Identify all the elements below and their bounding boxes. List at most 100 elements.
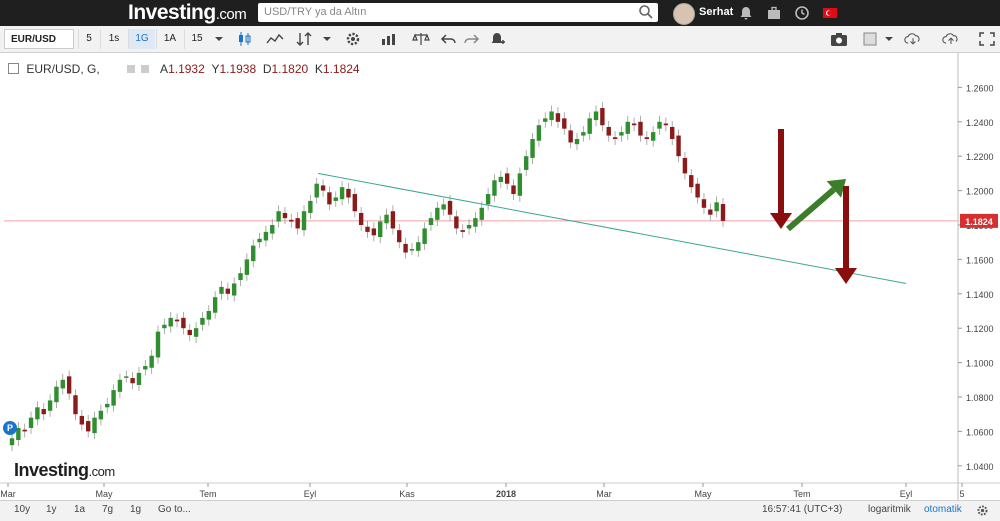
- candle-body[interactable]: [466, 225, 472, 229]
- candle-body[interactable]: [574, 139, 580, 145]
- candle-body[interactable]: [657, 121, 662, 129]
- search-input[interactable]: USD/TRY ya da Altın: [258, 3, 658, 22]
- settings-gear-icon[interactable]: [344, 31, 362, 47]
- candle-body[interactable]: [206, 311, 211, 320]
- candle-body[interactable]: [663, 123, 669, 126]
- candle-body[interactable]: [409, 249, 415, 251]
- candle-body[interactable]: [422, 228, 427, 244]
- range-1g[interactable]: 1g: [130, 504, 142, 515]
- candle-body[interactable]: [479, 207, 484, 220]
- candle-body[interactable]: [231, 283, 237, 296]
- candle-body[interactable]: [562, 118, 567, 129]
- auto-scale-toggle[interactable]: otomatik: [924, 504, 962, 515]
- candle-body[interactable]: [644, 137, 650, 139]
- candle-body[interactable]: [371, 228, 377, 236]
- candle-body[interactable]: [346, 188, 351, 198]
- candle-body[interactable]: [130, 378, 135, 384]
- log-scale-toggle[interactable]: logaritmik: [868, 504, 911, 515]
- candle-body[interactable]: [257, 238, 262, 243]
- candle-body[interactable]: [308, 200, 313, 213]
- green-up-arrow[interactable]: [786, 179, 846, 232]
- candlestick-icon[interactable]: [236, 31, 254, 47]
- candle-body[interactable]: [492, 180, 497, 196]
- candle-body[interactable]: [181, 317, 186, 329]
- candle-body[interactable]: [581, 132, 586, 136]
- candle-body[interactable]: [397, 230, 402, 243]
- candle-body[interactable]: [650, 132, 656, 141]
- candle-body[interactable]: [352, 194, 358, 212]
- camera-icon[interactable]: [830, 31, 848, 47]
- compare-dropdown-icon[interactable]: [318, 31, 336, 47]
- balance-scale-icon[interactable]: [412, 31, 430, 47]
- candle-body[interactable]: [358, 212, 364, 225]
- candle-body[interactable]: [251, 245, 256, 262]
- candle-body[interactable]: [720, 204, 726, 221]
- candle-body[interactable]: [263, 231, 269, 241]
- candle-body[interactable]: [568, 130, 573, 143]
- candle-body[interactable]: [511, 185, 516, 195]
- user-name[interactable]: Serhat: [699, 6, 734, 18]
- cloud-upload-icon[interactable]: [942, 31, 960, 47]
- candle-body[interactable]: [282, 212, 288, 219]
- candle-body[interactable]: [54, 386, 59, 403]
- turkey-flag-icon[interactable]: [822, 5, 838, 21]
- candle-body[interactable]: [689, 175, 694, 188]
- legend-collapse-icon[interactable]: [8, 63, 19, 74]
- candle-body[interactable]: [403, 243, 408, 253]
- candle-body[interactable]: [60, 379, 65, 389]
- candle-body[interactable]: [435, 207, 440, 220]
- candle-body[interactable]: [111, 390, 116, 406]
- candle-body[interactable]: [9, 438, 15, 446]
- interval-1G[interactable]: 1G: [128, 29, 155, 49]
- color-swatch-icon[interactable]: [862, 31, 880, 47]
- candle-body[interactable]: [428, 218, 434, 225]
- candle-body[interactable]: [555, 113, 561, 122]
- candle-body[interactable]: [670, 126, 675, 139]
- candle-body[interactable]: [85, 421, 91, 432]
- candle-body[interactable]: [530, 139, 535, 158]
- candle-body[interactable]: [384, 214, 389, 224]
- candle-body[interactable]: [105, 403, 110, 408]
- candle-body[interactable]: [524, 156, 529, 170]
- candle-body[interactable]: [212, 297, 218, 313]
- indicators-icon[interactable]: [266, 31, 284, 47]
- range-7g[interactable]: 7g: [102, 504, 114, 515]
- candle-body[interactable]: [695, 183, 700, 198]
- candle-body[interactable]: [606, 126, 611, 136]
- candle-body[interactable]: [625, 121, 630, 134]
- range-1a[interactable]: 1a: [74, 504, 86, 515]
- investing-logo[interactable]: Investing.com: [128, 1, 247, 24]
- candle-body[interactable]: [162, 324, 167, 329]
- candle-body[interactable]: [631, 123, 637, 126]
- candle-body[interactable]: [708, 209, 713, 215]
- alert-icon[interactable]: [488, 31, 506, 47]
- candle-body[interactable]: [124, 376, 129, 378]
- candle-body[interactable]: [327, 192, 332, 205]
- candle-body[interactable]: [219, 286, 224, 294]
- portfolio-icon[interactable]: [766, 5, 782, 21]
- clock-icon[interactable]: [794, 5, 810, 21]
- candle-body[interactable]: [320, 185, 326, 191]
- candle-body[interactable]: [28, 417, 34, 428]
- candle-body[interactable]: [143, 366, 148, 370]
- candle-body[interactable]: [714, 202, 719, 212]
- undo-icon[interactable]: [440, 31, 458, 47]
- range-1y[interactable]: 1y: [46, 504, 57, 515]
- dropdown-arrow-icon[interactable]: [210, 31, 228, 47]
- candle-body[interactable]: [504, 173, 510, 184]
- candle-body[interactable]: [289, 219, 294, 222]
- candle-body[interactable]: [244, 259, 250, 275]
- candle-body[interactable]: [549, 111, 554, 121]
- candle-body[interactable]: [333, 197, 338, 201]
- candle-body[interactable]: [155, 331, 161, 358]
- red-down-arrow-2[interactable]: [835, 186, 857, 284]
- study-templates-icon[interactable]: [380, 31, 398, 47]
- candle-body[interactable]: [238, 273, 243, 281]
- trendline[interactable]: [317, 172, 907, 284]
- swatch-dropdown-icon[interactable]: [880, 31, 898, 47]
- candle-body[interactable]: [441, 204, 446, 210]
- candle-body[interactable]: [517, 173, 523, 196]
- candle-body[interactable]: [593, 111, 599, 121]
- candle-body[interactable]: [22, 429, 27, 432]
- candle-body[interactable]: [447, 200, 453, 215]
